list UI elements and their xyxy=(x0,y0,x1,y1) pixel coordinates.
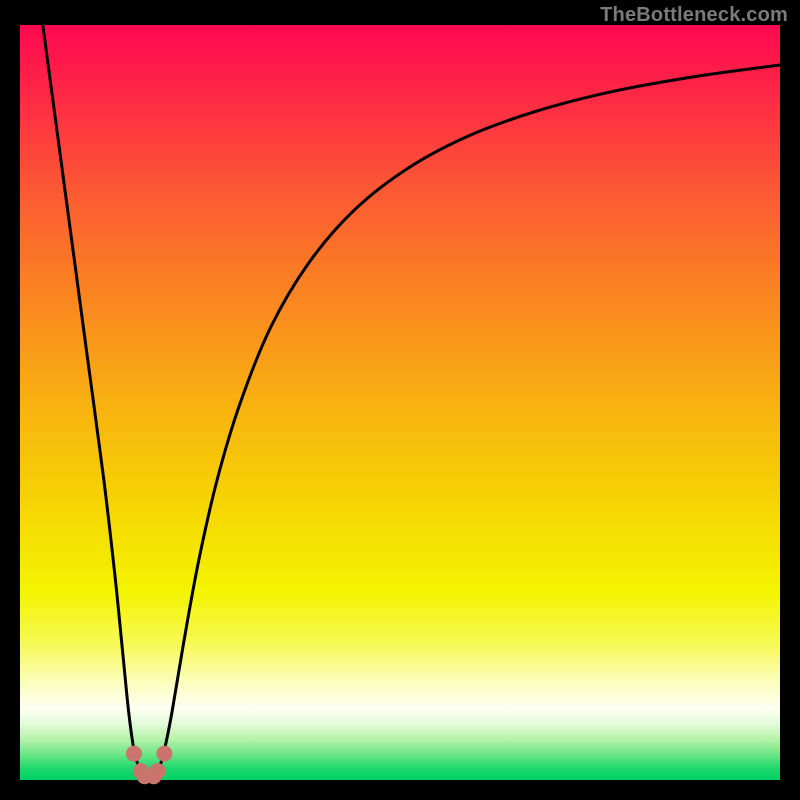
bottleneck-curve-chart xyxy=(0,0,800,800)
source-watermark: TheBottleneck.com xyxy=(600,4,788,27)
curve-marker xyxy=(156,746,172,762)
chart-frame: TheBottleneck.com xyxy=(0,0,800,800)
curve-marker xyxy=(150,763,166,779)
curve-marker xyxy=(126,746,142,762)
